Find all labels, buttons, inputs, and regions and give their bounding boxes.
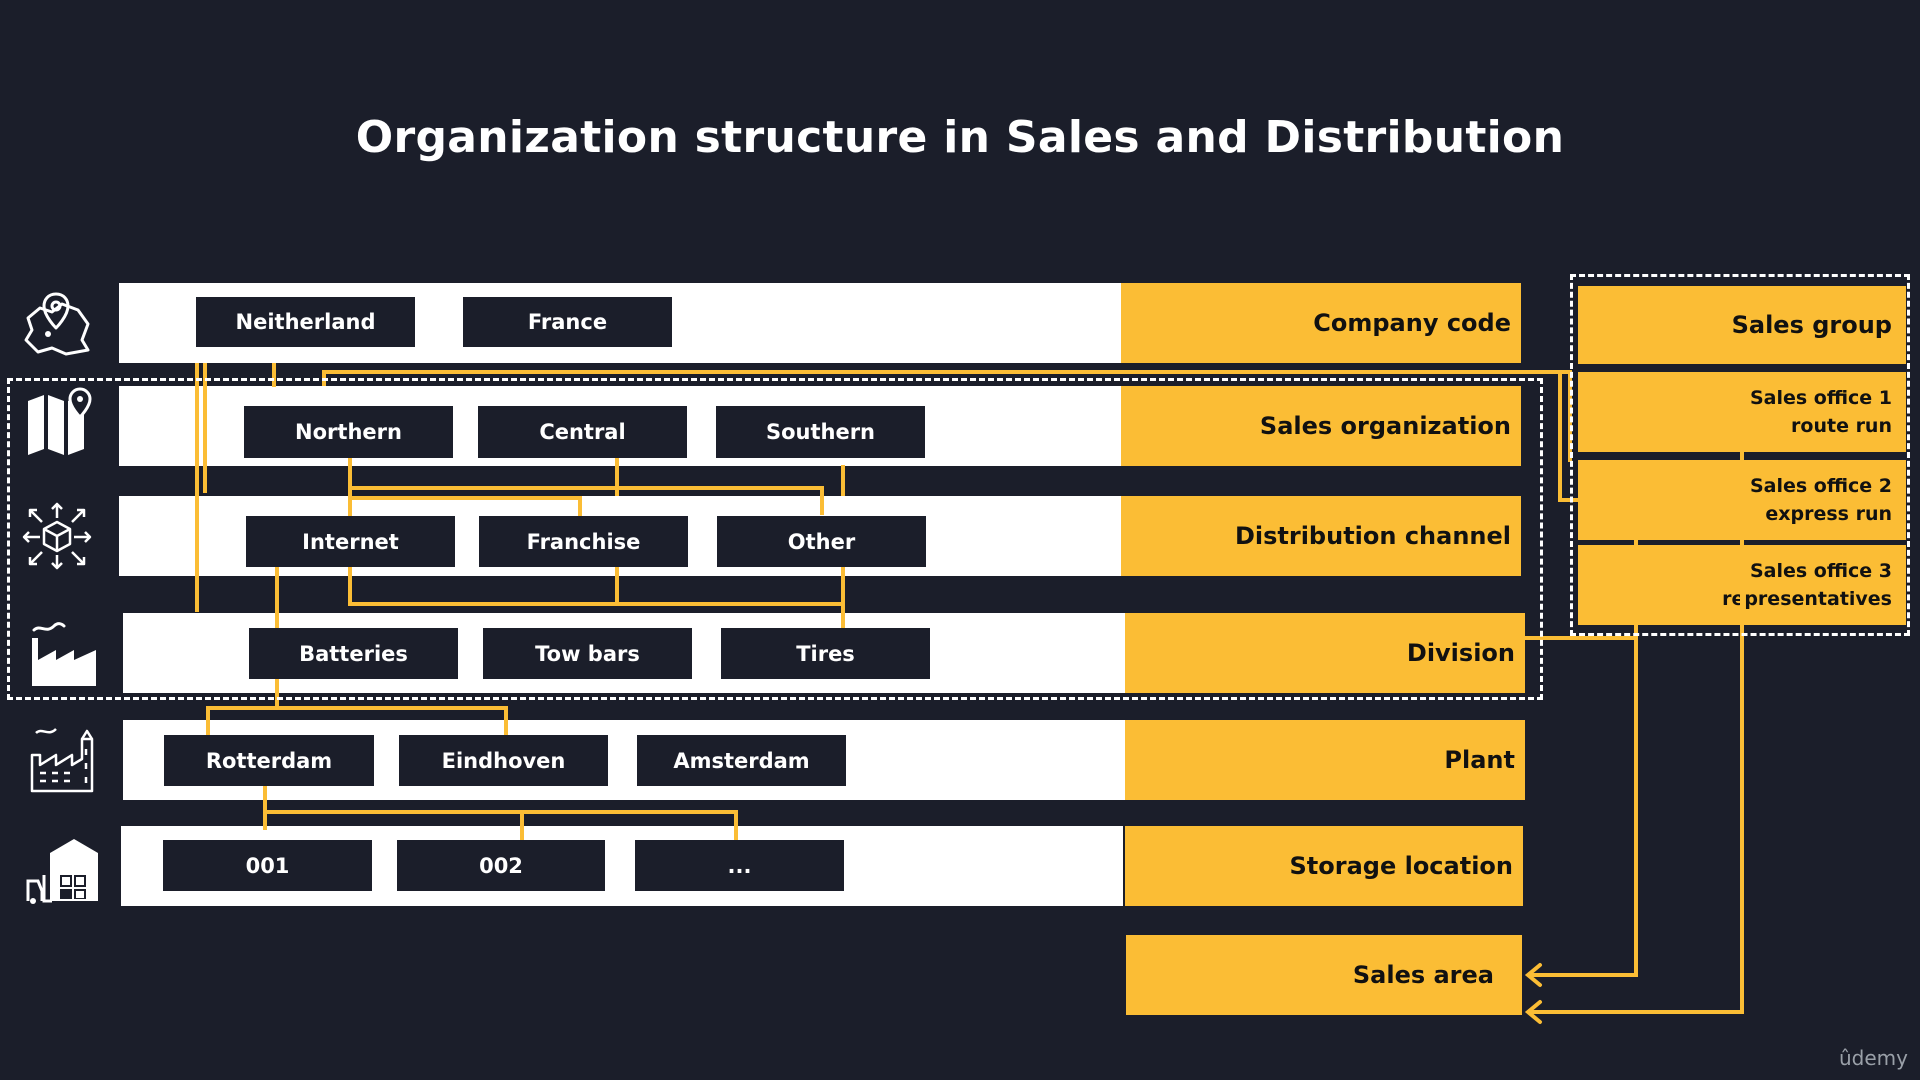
plant-rotterdam: Rotterdam xyxy=(164,735,374,786)
plant-building-icon xyxy=(30,728,94,793)
company-code-neitherland: Neitherland xyxy=(196,297,415,347)
division-tires: Tires xyxy=(721,628,930,679)
sales-office-3-desc: representatives xyxy=(1722,588,1892,610)
sales-group-label: Sales group xyxy=(1731,311,1892,339)
factory-icon xyxy=(32,622,96,686)
sales-office-2-name: Sales office 2 xyxy=(1749,475,1892,497)
plant-eindhoven: Eindhoven xyxy=(399,735,608,786)
dist-channel-other: Other xyxy=(717,516,926,567)
sales-office-3-name: Sales office 3 xyxy=(1749,560,1892,582)
label-storage-location: Storage location xyxy=(1125,826,1523,906)
plant-amsterdam: Amsterdam xyxy=(637,735,846,786)
connector-line xyxy=(1528,452,1744,1014)
division-batteries: Batteries xyxy=(249,628,458,679)
connector-line xyxy=(1525,636,1638,977)
arrowhead xyxy=(1524,1000,1542,1024)
warehouse-icon xyxy=(26,839,98,904)
label-distribution-channel: Distribution channel xyxy=(1121,496,1521,576)
page-title: Organization structure in Sales and Dist… xyxy=(355,112,1565,163)
connector-line xyxy=(348,567,845,606)
dist-channel-franchise: Franchise xyxy=(479,516,688,567)
distribution-box-icon xyxy=(22,502,92,570)
label-division: Division xyxy=(1125,613,1525,693)
sales-office-1-desc: route run xyxy=(1791,415,1892,437)
sales-area-dashed-frame xyxy=(7,378,1543,700)
company-code-france: France xyxy=(463,297,672,347)
connector-line xyxy=(206,706,508,736)
storage-location-more: ... xyxy=(635,840,844,891)
connector-line xyxy=(265,810,738,840)
sales-org-central: Central xyxy=(478,406,687,458)
sales-office-2-desc: express run xyxy=(1765,503,1892,525)
sales-group-header: Sales group xyxy=(1578,286,1906,364)
map-pin-icon xyxy=(24,292,90,356)
division-tow-bars: Tow bars xyxy=(483,628,692,679)
dist-channel-internet: Internet xyxy=(246,516,455,567)
storage-location-002: 002 xyxy=(397,840,605,891)
folded-map-icon xyxy=(28,387,92,455)
connector-line xyxy=(350,486,824,515)
connector-line xyxy=(350,496,582,517)
label-sales-organization: Sales organization xyxy=(1121,386,1521,466)
sales-office-1-name: Sales office 1 xyxy=(1749,387,1892,409)
storage-location-001: 001 xyxy=(163,840,372,891)
label-company-code: Company code xyxy=(1121,283,1521,363)
label-plant: Plant xyxy=(1125,720,1525,800)
udemy-watermark: ûdemy xyxy=(1839,1046,1908,1070)
label-sales-area: Sales area xyxy=(1126,935,1522,1015)
sales-org-northern: Northern xyxy=(244,406,453,458)
sales-org-southern: Southern xyxy=(716,406,925,458)
arrowhead xyxy=(1524,963,1542,987)
sales-office-1: Sales office 1 route run xyxy=(1578,372,1906,452)
sales-group-dashed-frame xyxy=(1570,274,1910,636)
